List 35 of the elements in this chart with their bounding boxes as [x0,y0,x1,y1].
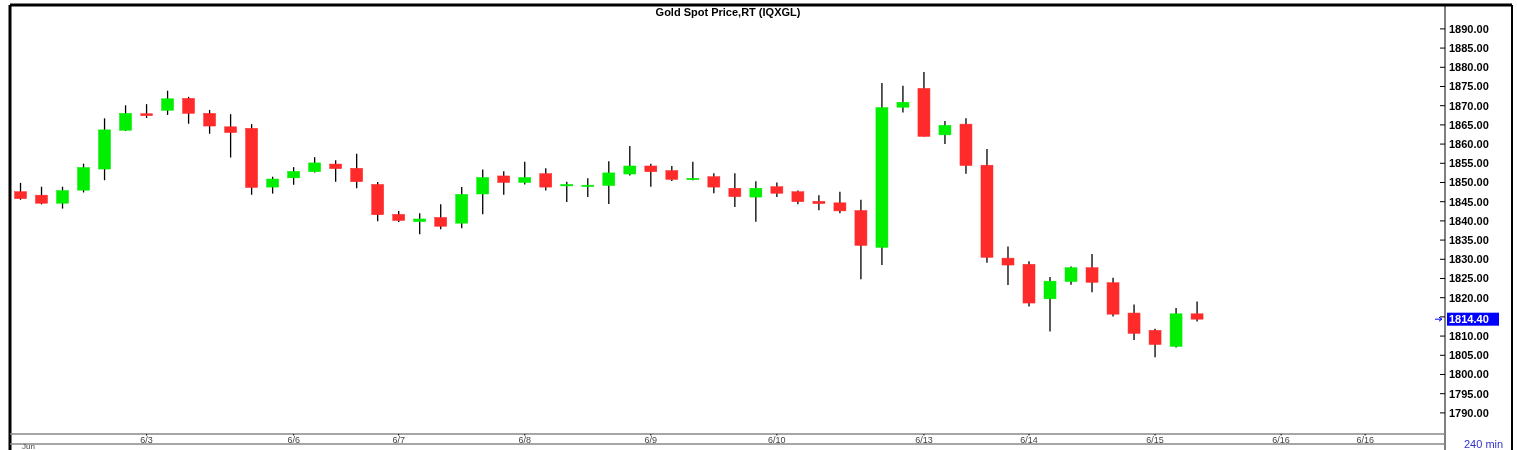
y-tick-label: 1880.00 [1449,61,1489,74]
y-tick-label: 1795.00 [1449,387,1489,400]
y-tick-label: 1865.00 [1449,118,1489,131]
y-tick-label: 1840.00 [1449,214,1489,227]
y-tick-label: 1850.00 [1449,176,1489,189]
y-tick-label: 1825.00 [1449,272,1489,285]
x-tick-label: 6/15 [1146,435,1164,445]
y-tick-label: 1790.00 [1449,406,1489,419]
y-tick-label: 1805.00 [1449,349,1489,362]
x-tick-label: 6/16 [1272,435,1290,445]
y-tick-label: 1890.00 [1449,22,1489,35]
y-tick-label: 1800.00 [1449,368,1489,381]
y-tick-label: 1845.00 [1449,195,1489,208]
y-tick-label: 1810.00 [1449,330,1489,343]
x-tick-label: 6/3 [140,435,153,445]
x-tick-label: 6/7 [392,435,405,445]
y-tick-label: 1875.00 [1449,80,1489,93]
x-tick-label: 6/16 [1356,435,1374,445]
text: Jun [22,442,35,450]
chart-title: Gold Spot Price,RT (IQXGL) [655,6,801,18]
y-tick-label: 1870.00 [1449,99,1489,112]
y-tick-label: 1885.00 [1449,42,1489,55]
y-tick-label: 1820.00 [1449,291,1489,304]
x-tick-label: 6/13 [915,435,933,445]
x-tick-label: 6/6 [287,435,300,445]
x-tick-label: 6/8 [518,435,532,445]
x-tick-label: 6/9 [644,435,658,445]
y-tick-label: 1835.00 [1449,234,1489,247]
text: 1814.40 [1449,313,1489,326]
x-tick-label: 6/10 [768,435,786,445]
y-tick-label: 1855.00 [1449,157,1489,170]
text: 240 min [1464,438,1504,450]
y-tick-label: 1830.00 [1449,253,1489,266]
x-tick-label: 6/14 [1020,435,1038,445]
y-tick-label: 1860.00 [1449,138,1489,151]
